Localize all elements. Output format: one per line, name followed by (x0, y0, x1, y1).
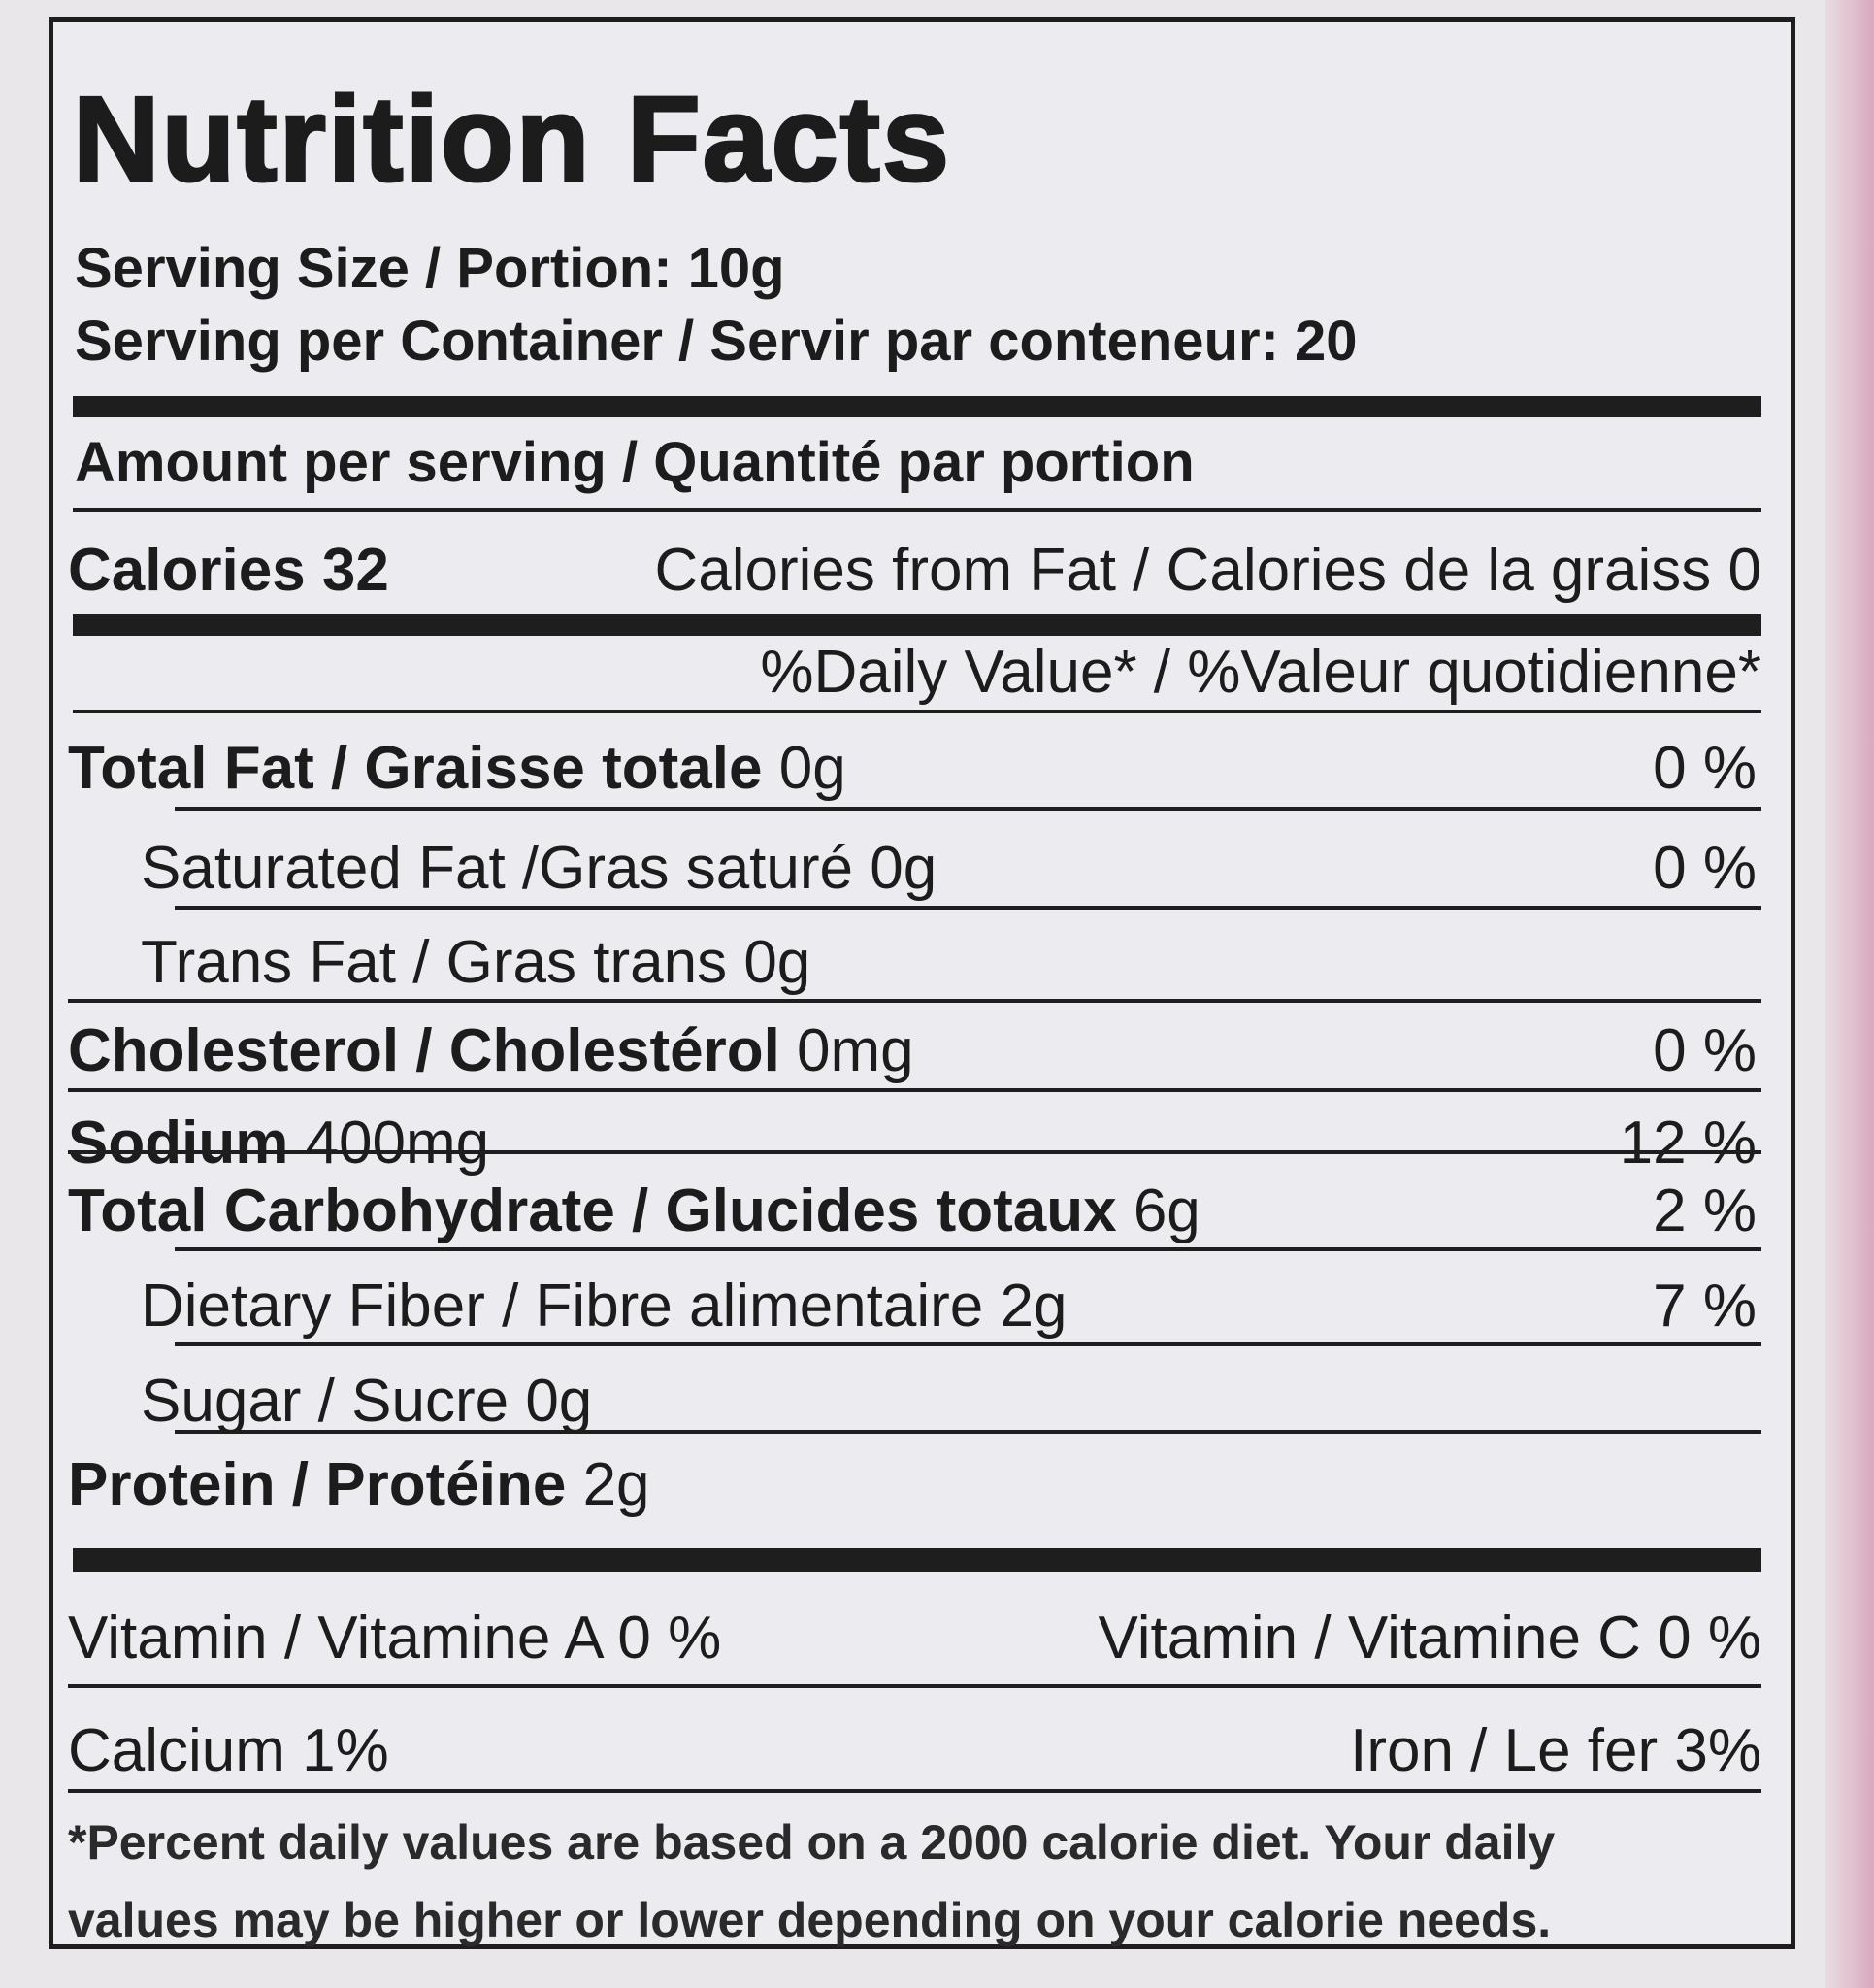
divider (175, 1247, 1761, 1251)
nutrient-row: Sugar / Sucre 0g (68, 1346, 1761, 1436)
footnote: *Percent daily values are based on a 200… (68, 1804, 1761, 1959)
nutrient-label: Cholesterol / Cholestérol (68, 1017, 780, 1084)
amount-per-serving: Amount per serving / Quantité par portio… (75, 431, 1195, 494)
nutrition-label: Nutrition Facts Serving Size / Portion: … (49, 17, 1795, 1949)
nutrient-label: Protein / Protéine (68, 1451, 567, 1518)
divider (68, 1088, 1761, 1092)
package-edge (1825, 0, 1874, 1988)
divider (175, 906, 1761, 910)
footnote-line: *Percent daily values are based on a 200… (68, 1815, 1556, 1870)
nutrient-amount: 0g (778, 735, 846, 802)
divider (68, 1684, 1761, 1688)
vitamin-a: Vitamin / Vitamine A 0 % (68, 1605, 722, 1672)
nutrient-amount: 400mg (305, 1110, 490, 1176)
nutrient-dv: 2 % (1653, 1177, 1757, 1244)
nutrient-amount: 0mg (797, 1017, 914, 1084)
nutrient-amount: 0g (870, 835, 937, 902)
nutrient-amount: 0g (743, 929, 811, 996)
calories-row: Calories 32 Calories from Fat / Calories… (68, 513, 1761, 605)
nutrient-row: Trans Fat / Gras trans 0g (68, 910, 1761, 997)
mineral-row: Calcium 1% Iron / Le fer 3% (68, 1688, 1761, 1785)
nutrient-amount: 2g (582, 1451, 650, 1518)
divider (73, 508, 1761, 512)
nutrient-row: Sodium 400mg 12 % (68, 1092, 1761, 1177)
nutrient-dv: 7 % (1653, 1273, 1757, 1340)
nutrient-label: Sugar / Sucre (141, 1368, 510, 1435)
nutrient-row: Protein / Protéine 2g (68, 1434, 1761, 1519)
divider (68, 1789, 1761, 1793)
nutrient-row: Saturated Fat /Gras saturé 0g 0 % (68, 811, 1761, 903)
thick-divider (73, 396, 1761, 417)
serving-size: Serving Size / Portion: 10g (75, 237, 785, 300)
nutrient-label: Trans Fat / Gras trans (141, 929, 728, 996)
calcium: Calcium 1% (68, 1717, 389, 1784)
daily-value-header: %Daily Value* / %Valeur quotidienne* (760, 639, 1761, 706)
thick-divider (73, 1548, 1761, 1572)
label-title: Nutrition Facts (72, 72, 951, 209)
divider (175, 1430, 1761, 1434)
iron: Iron / Le fer 3% (1350, 1717, 1761, 1784)
nutrient-dv: 12 % (1619, 1110, 1757, 1176)
nutrient-dv: 0 % (1653, 735, 1757, 802)
nutrient-row: Cholesterol / Cholestérol 0mg 0 % (68, 1003, 1761, 1085)
calories-from-fat: Calories from Fat / Calories de la grais… (654, 537, 1761, 604)
thick-divider (73, 614, 1761, 636)
servings-per-container: Serving per Container / Servir par conte… (75, 310, 1358, 373)
vitamin-c: Vitamin / Vitamine C 0 % (1098, 1605, 1761, 1672)
divider (175, 807, 1761, 811)
nutrient-dv: 0 % (1653, 835, 1757, 902)
divider (73, 710, 1761, 713)
nutrient-row: Total Fat / Graisse totale 0g 0 % (68, 713, 1761, 803)
nutrient-amount: 2g (1000, 1273, 1068, 1340)
calories: Calories 32 (68, 537, 389, 604)
nutrient-label: Total Fat / Graisse totale (68, 735, 763, 802)
divider (68, 999, 1761, 1003)
nutrient-amount: 0g (525, 1368, 593, 1435)
nutrient-row: Total Carbohydrate / Glucides totaux 6g 2… (68, 1158, 1761, 1245)
nutrient-dv: 0 % (1653, 1017, 1757, 1084)
nutrient-amount: 6g (1133, 1177, 1200, 1244)
divider (175, 1342, 1761, 1346)
nutrient-label: Saturated Fat /Gras saturé (141, 835, 854, 902)
nutrient-label: Sodium (68, 1110, 289, 1176)
divider (68, 1150, 1761, 1154)
nutrient-label: Dietary Fiber / Fibre alimentaire (141, 1273, 984, 1340)
nutrient-row: Dietary Fiber / Fibre alimentaire 2g 7 % (68, 1251, 1761, 1341)
vitamin-row: Vitamin / Vitamine A 0 % Vitamin / Vitami… (68, 1575, 1761, 1673)
daily-value-header-row: %Daily Value* / %Valeur quotidienne* (68, 634, 1761, 707)
footnote-line: values may be higher or lower depending … (68, 1893, 1552, 1947)
nutrient-label: Total Carbohydrate / Glucides totaux (68, 1177, 1117, 1244)
